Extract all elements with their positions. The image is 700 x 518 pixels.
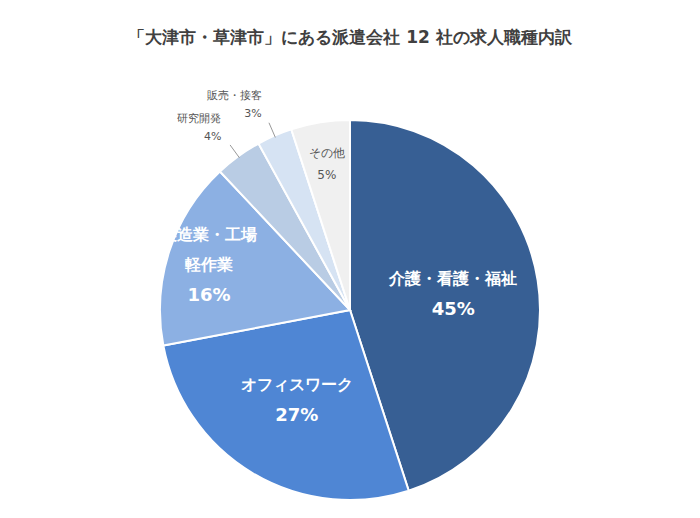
svg-text:16%: 16% bbox=[188, 284, 231, 305]
svg-text:研究開発: 研究開発 bbox=[177, 112, 221, 125]
svg-text:27%: 27% bbox=[275, 404, 318, 425]
svg-text:45%: 45% bbox=[432, 298, 475, 319]
svg-text:軽作業: 軽作業 bbox=[184, 255, 233, 274]
svg-text:5%: 5% bbox=[317, 168, 336, 182]
svg-text:4%: 4% bbox=[204, 130, 221, 143]
html-text:「大津市・草津市」にある派遣会社 12 社の求人職種内訳: 「大津市・草津市」にある派遣会社 12 社の求人職種内訳 bbox=[128, 27, 572, 47]
svg-text:その他: その他 bbox=[309, 146, 345, 160]
svg-text:介護・看護・福祉: 介護・看護・福祉 bbox=[388, 269, 517, 288]
svg-text:販売・接客: 販売・接客 bbox=[207, 89, 262, 102]
svg-text:製造業・工場: 製造業・工場 bbox=[160, 225, 257, 244]
svg-text:オフィスワーク: オフィスワーク bbox=[241, 375, 353, 394]
svg-text:3%: 3% bbox=[244, 107, 261, 120]
